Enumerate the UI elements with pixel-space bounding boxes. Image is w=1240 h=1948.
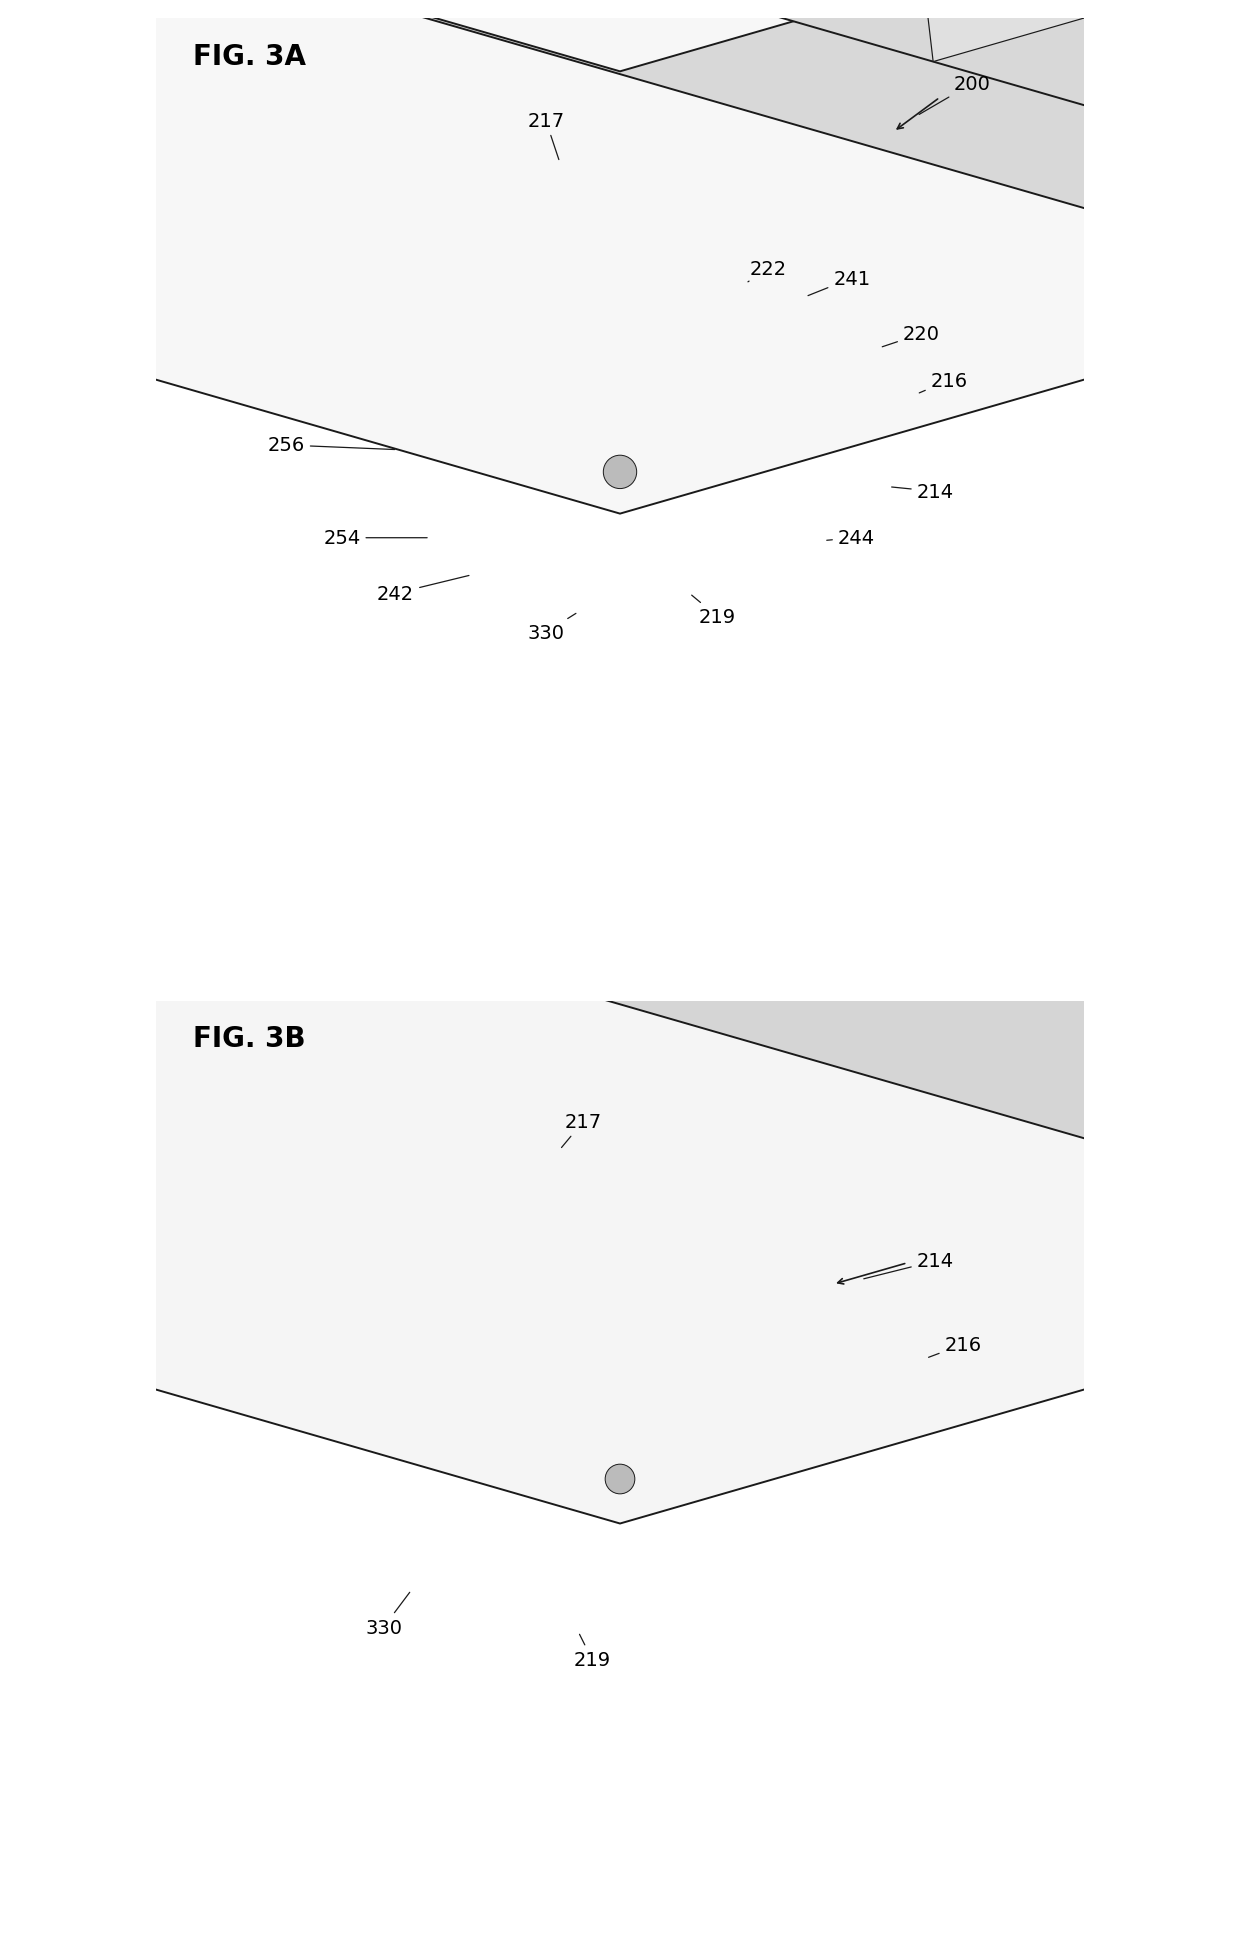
Text: 254: 254 [324,530,427,547]
Text: 330: 330 [527,614,575,643]
Polygon shape [0,245,1240,890]
Text: 214: 214 [864,1253,954,1280]
Text: 242: 242 [377,577,469,604]
Text: FIG. 3A: FIG. 3A [193,43,306,70]
Text: 219: 219 [692,596,735,627]
Polygon shape [903,707,1240,871]
Polygon shape [107,623,851,840]
Text: 256: 256 [268,436,394,456]
Polygon shape [861,0,1223,62]
Text: 241: 241 [808,269,870,296]
Text: 216: 216 [919,372,967,393]
Text: 244: 244 [827,530,875,547]
Circle shape [604,456,636,489]
Text: 219: 219 [574,1634,611,1669]
Polygon shape [17,0,934,18]
Polygon shape [0,0,1240,236]
Polygon shape [29,602,929,861]
Polygon shape [0,0,1240,514]
Polygon shape [1159,781,1240,1099]
Text: 222: 222 [748,261,787,282]
Circle shape [605,1465,635,1494]
Polygon shape [0,245,4,1064]
Text: FIG. 3B: FIG. 3B [193,1025,306,1054]
Polygon shape [0,522,1240,1523]
Polygon shape [0,0,1240,72]
Text: 200: 200 [919,74,991,115]
Text: 330: 330 [365,1592,409,1636]
Polygon shape [273,672,787,820]
Ellipse shape [1083,709,1133,730]
Text: 216: 216 [929,1334,982,1358]
Polygon shape [0,522,1240,1299]
Text: 217: 217 [527,111,564,160]
Text: 220: 220 [882,325,940,347]
Polygon shape [0,0,1240,353]
Text: 214: 214 [892,483,954,501]
Circle shape [604,822,636,855]
Polygon shape [4,245,1240,1235]
Text: 217: 217 [562,1112,601,1147]
